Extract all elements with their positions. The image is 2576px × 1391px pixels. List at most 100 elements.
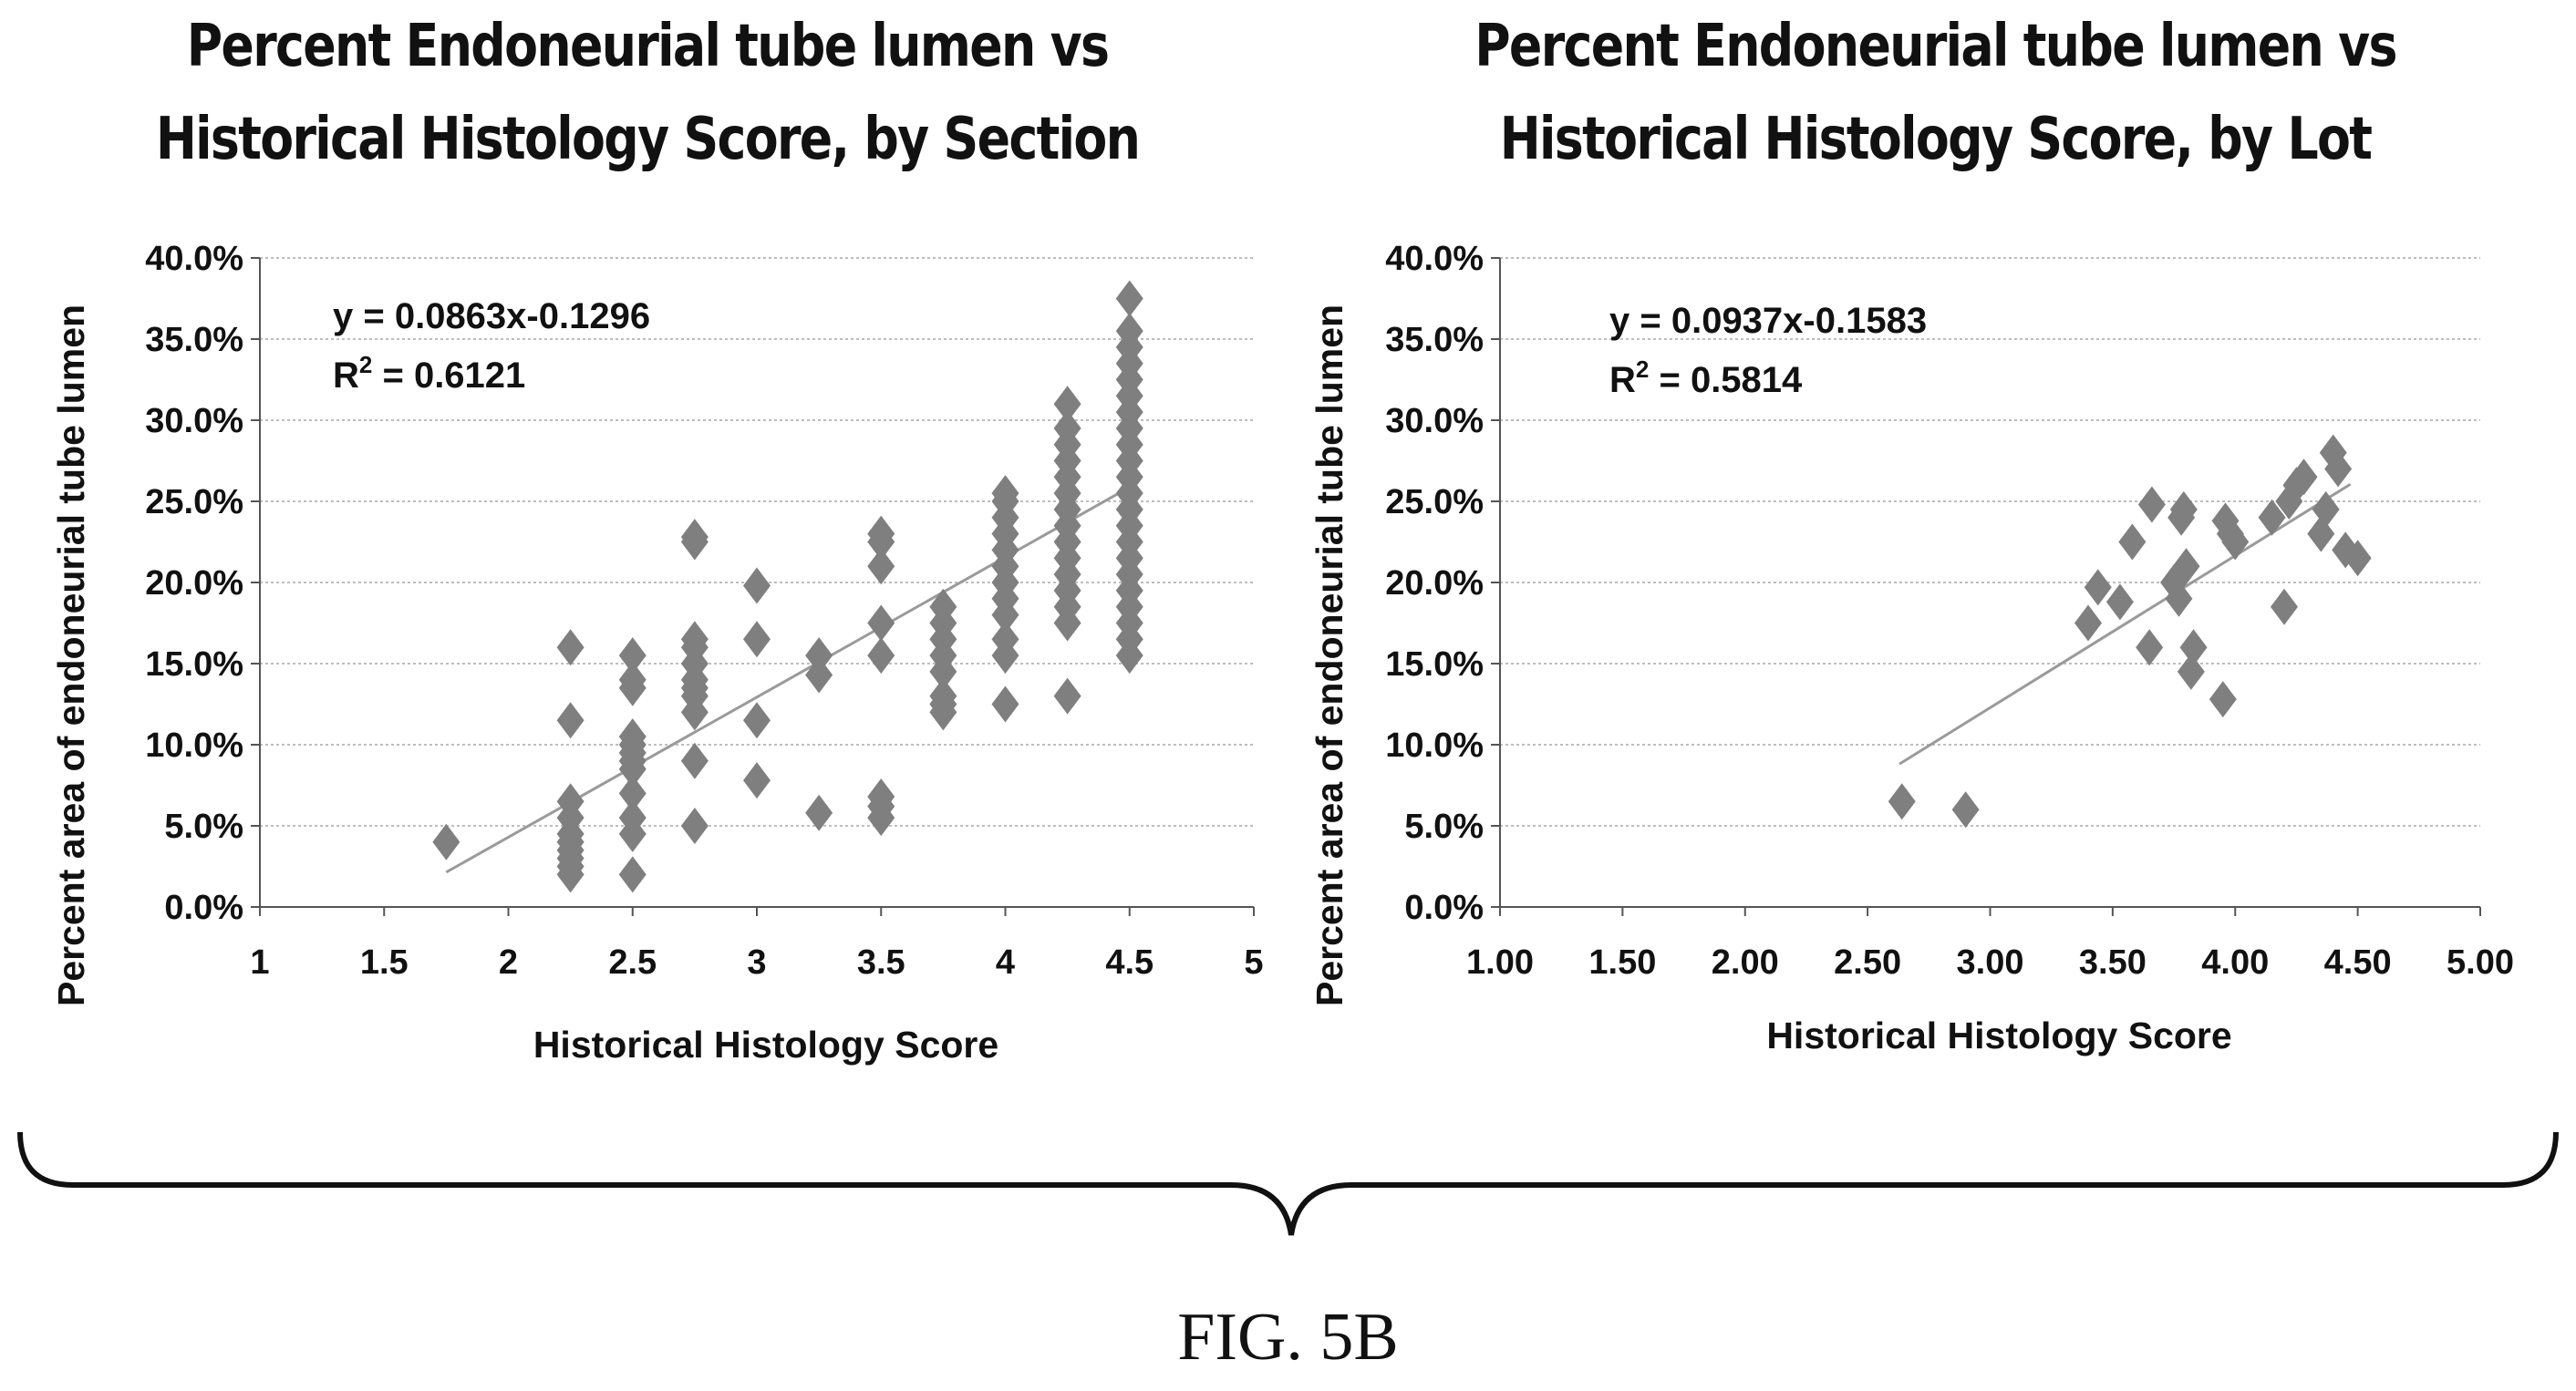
x-tick-label: 2.5: [608, 943, 657, 982]
data-point: [2271, 588, 2298, 625]
data-point: [1053, 677, 1081, 715]
data-point: [556, 783, 585, 820]
y-tick-label: 0.0%: [164, 889, 243, 927]
y-tick-label: 20.0%: [1385, 564, 1484, 603]
data-point: [929, 677, 957, 715]
chart-title-line-2: Historical Histology Score, by Section: [155, 106, 1141, 173]
y-axis-title: Percent area of endoneurial tube lumen: [1309, 304, 1350, 1006]
data-point: [2258, 499, 2286, 536]
r-squared: R2 = 0.5814: [1609, 355, 1803, 400]
x-tick-label: 1: [250, 943, 269, 982]
data-point: [805, 794, 833, 831]
x-tick-label: 3.00: [1957, 943, 2024, 982]
y-tick-label: 0.0%: [1404, 889, 1484, 927]
y-tick-label: 5.0%: [164, 808, 243, 846]
y-tick-label: 35.0%: [145, 321, 243, 359]
x-axis-title: Historical Histology Score: [533, 1024, 998, 1066]
data-point: [743, 567, 771, 604]
data-point: [1115, 313, 1143, 350]
scatter-plot-svg: 0.0% 5.0% 10.0% 15.0% 20.0% 25.0% 30.0% 35.0% 40…: [1309, 240, 2514, 1056]
data-point: [867, 515, 895, 552]
data-point: [743, 702, 771, 739]
chart-by-section: Percent Endoneurial tube lumen vs Histor…: [0, 0, 1295, 1094]
x-tick-label: 1.5: [360, 943, 409, 982]
y-tick-label: 30.0%: [145, 402, 243, 440]
chart-title-line-1: Percent Endoneurial tube lumen vs: [1474, 13, 2397, 80]
chart-title: Percent Endoneurial tube lumen vs Histor…: [104, 0, 1192, 186]
trendline: [445, 486, 1131, 874]
grouping-brace: [17, 1131, 2559, 1236]
x-tick-label: 1.00: [1466, 943, 1534, 982]
data-point: [1888, 783, 1916, 820]
data-point: [2172, 548, 2200, 585]
data-point: [680, 742, 709, 779]
data-point: [2165, 580, 2193, 617]
x-tick-label: 5: [1244, 943, 1263, 982]
data-point: [2074, 604, 2102, 642]
data-point: [805, 656, 833, 694]
trendline: [1898, 482, 2352, 766]
y-tick-label: 20.0%: [145, 564, 243, 603]
data-point: [680, 519, 709, 556]
data-point: [618, 661, 647, 698]
data-point: [2177, 653, 2205, 690]
x-tick-label: 2: [499, 943, 518, 982]
data-point: [1951, 791, 1980, 829]
data-point: [2179, 629, 2208, 666]
data-point: [556, 702, 585, 739]
x-axis-title: Historical Histology Score: [1766, 1015, 2231, 1056]
y-axis-title: Percent area of endoneurial tube lumen: [50, 304, 92, 1006]
x-tick-label: 4.50: [2324, 943, 2392, 982]
data-point: [680, 808, 709, 844]
y-tick-label: 15.0%: [145, 645, 243, 684]
data-point: [556, 629, 585, 666]
chart-title: Percent Endoneurial tube lumen vs Histor…: [1397, 0, 2473, 186]
x-tick-label: 4.00: [2201, 943, 2269, 982]
data-point: [743, 762, 771, 799]
y-tick-label: 25.0%: [1385, 483, 1484, 521]
data-point: [2084, 569, 2112, 606]
y-tick-label: 40.0%: [1385, 240, 1484, 278]
x-tick-label: 4: [996, 943, 1015, 982]
data-point: [1053, 386, 1081, 423]
chart-title-line-2: Historical Histology Score, by Lot: [1499, 106, 2373, 173]
data-point: [618, 637, 647, 675]
data-point: [805, 637, 833, 675]
data-point: [618, 799, 647, 837]
data-point: [2118, 523, 2147, 561]
regression-equation: y = 0.0863x-0.1296: [333, 296, 650, 336]
y-tick-label: 40.0%: [145, 240, 243, 278]
data-point: [929, 588, 957, 625]
regression-equation: y = 0.0937x-0.1583: [1609, 301, 1927, 341]
scatter-plot-svg: 0.0% 5.0% 10.0% 15.0% 20.0% 25.0% 30.0% 35.0% 40…: [50, 240, 1264, 1066]
x-tick-label: 2.50: [1834, 943, 1901, 982]
data-point: [2169, 490, 2198, 528]
data-point: [991, 621, 1019, 658]
data-point: [2312, 490, 2340, 528]
chart-title-line-1: Percent Endoneurial tube lumen vs: [186, 13, 1110, 80]
x-tick-label: 3.50: [2079, 943, 2147, 982]
data-point: [618, 718, 647, 756]
data-point: [2324, 450, 2353, 488]
data-point: [2221, 523, 2250, 561]
data-point: [432, 823, 460, 860]
chart-by-lot: Percent Endoneurial tube lumen vs Histor…: [1295, 0, 2576, 1094]
curly-brace-shape: [17, 1131, 2559, 1236]
x-tick-label: 3: [747, 943, 766, 982]
data-point: [680, 621, 709, 658]
data-point: [1053, 409, 1081, 447]
data-point: [2209, 681, 2237, 718]
data-point: [2343, 540, 2372, 577]
data-point: [618, 856, 647, 893]
data-point: [2105, 583, 2134, 621]
y-tick-label: 10.0%: [145, 726, 243, 765]
data-point: [867, 604, 895, 642]
y-tick-label: 5.0%: [1404, 808, 1484, 846]
data-point: [867, 778, 895, 815]
r-squared: R2 = 0.6121: [333, 351, 525, 396]
data-point: [2137, 486, 2166, 523]
data-point: [1115, 280, 1143, 317]
x-tick-label: 3.5: [857, 943, 905, 982]
data-point: [2136, 629, 2164, 666]
figure-label: FIG. 5B: [1177, 1300, 1399, 1375]
